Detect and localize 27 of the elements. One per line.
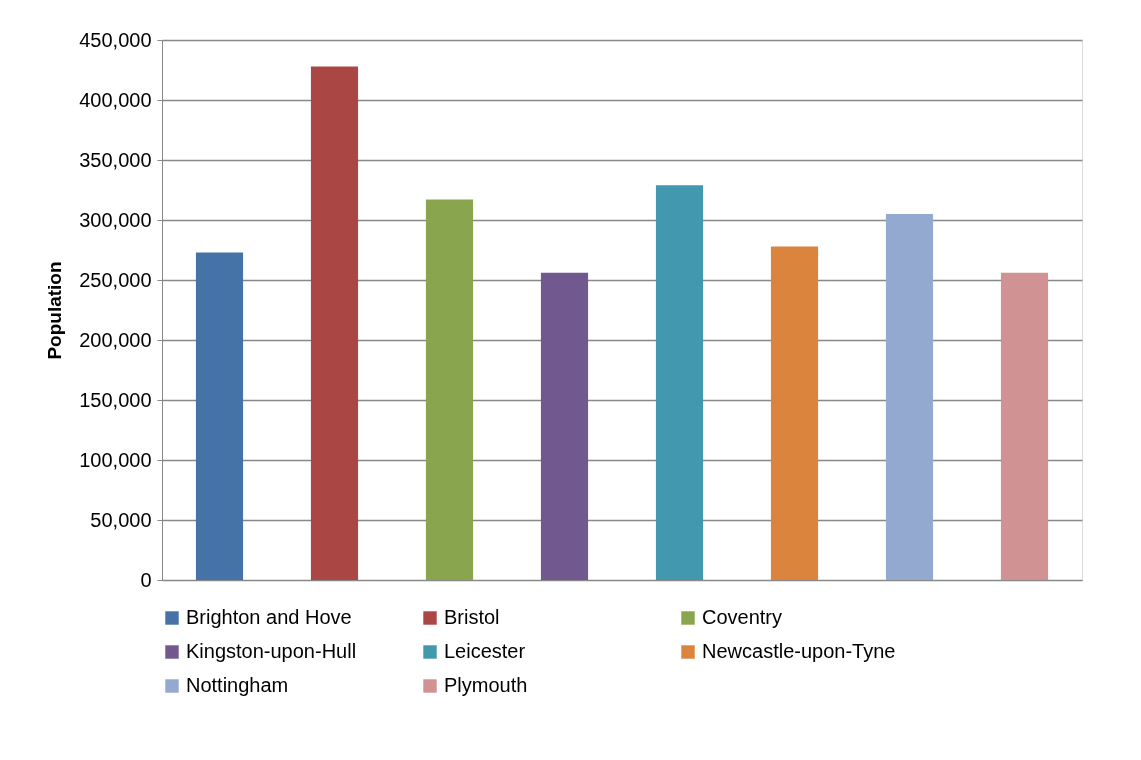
- legend-label: Leicester: [444, 640, 526, 662]
- bar: [770, 246, 819, 580]
- legend-label: Brighton and Hove: [186, 606, 352, 628]
- y-tick-label: 400,000: [79, 88, 152, 111]
- legend-label: Nottingham: [186, 674, 289, 696]
- y-tick-label: 50,000: [90, 508, 152, 531]
- bar: [425, 199, 474, 580]
- y-tick-label: 0: [140, 568, 152, 591]
- legend-label: Coventry: [702, 606, 783, 628]
- bar: [655, 185, 704, 580]
- bar: [885, 214, 934, 580]
- bar: [540, 272, 589, 580]
- y-tick-label: 150,000: [79, 388, 152, 411]
- legend-label: Newcastle-upon-Tyne: [702, 640, 896, 662]
- y-tick-label: 250,000: [79, 268, 152, 291]
- y-tick-label: 350,000: [79, 148, 152, 171]
- legend-label: Plymouth: [444, 674, 528, 696]
- bar: [310, 66, 359, 580]
- y-tick-label: 450,000: [79, 28, 152, 51]
- y-tick-label: 100,000: [79, 448, 152, 471]
- legend-label: Bristol: [444, 606, 500, 628]
- y-tick-label: 300,000: [79, 208, 152, 231]
- bar: [1000, 272, 1049, 580]
- y-axis-title: Population: [44, 261, 66, 360]
- legend-label: Kingston-upon-Hull: [186, 640, 357, 662]
- bar: [195, 252, 244, 580]
- y-tick-label: 200,000: [79, 328, 152, 351]
